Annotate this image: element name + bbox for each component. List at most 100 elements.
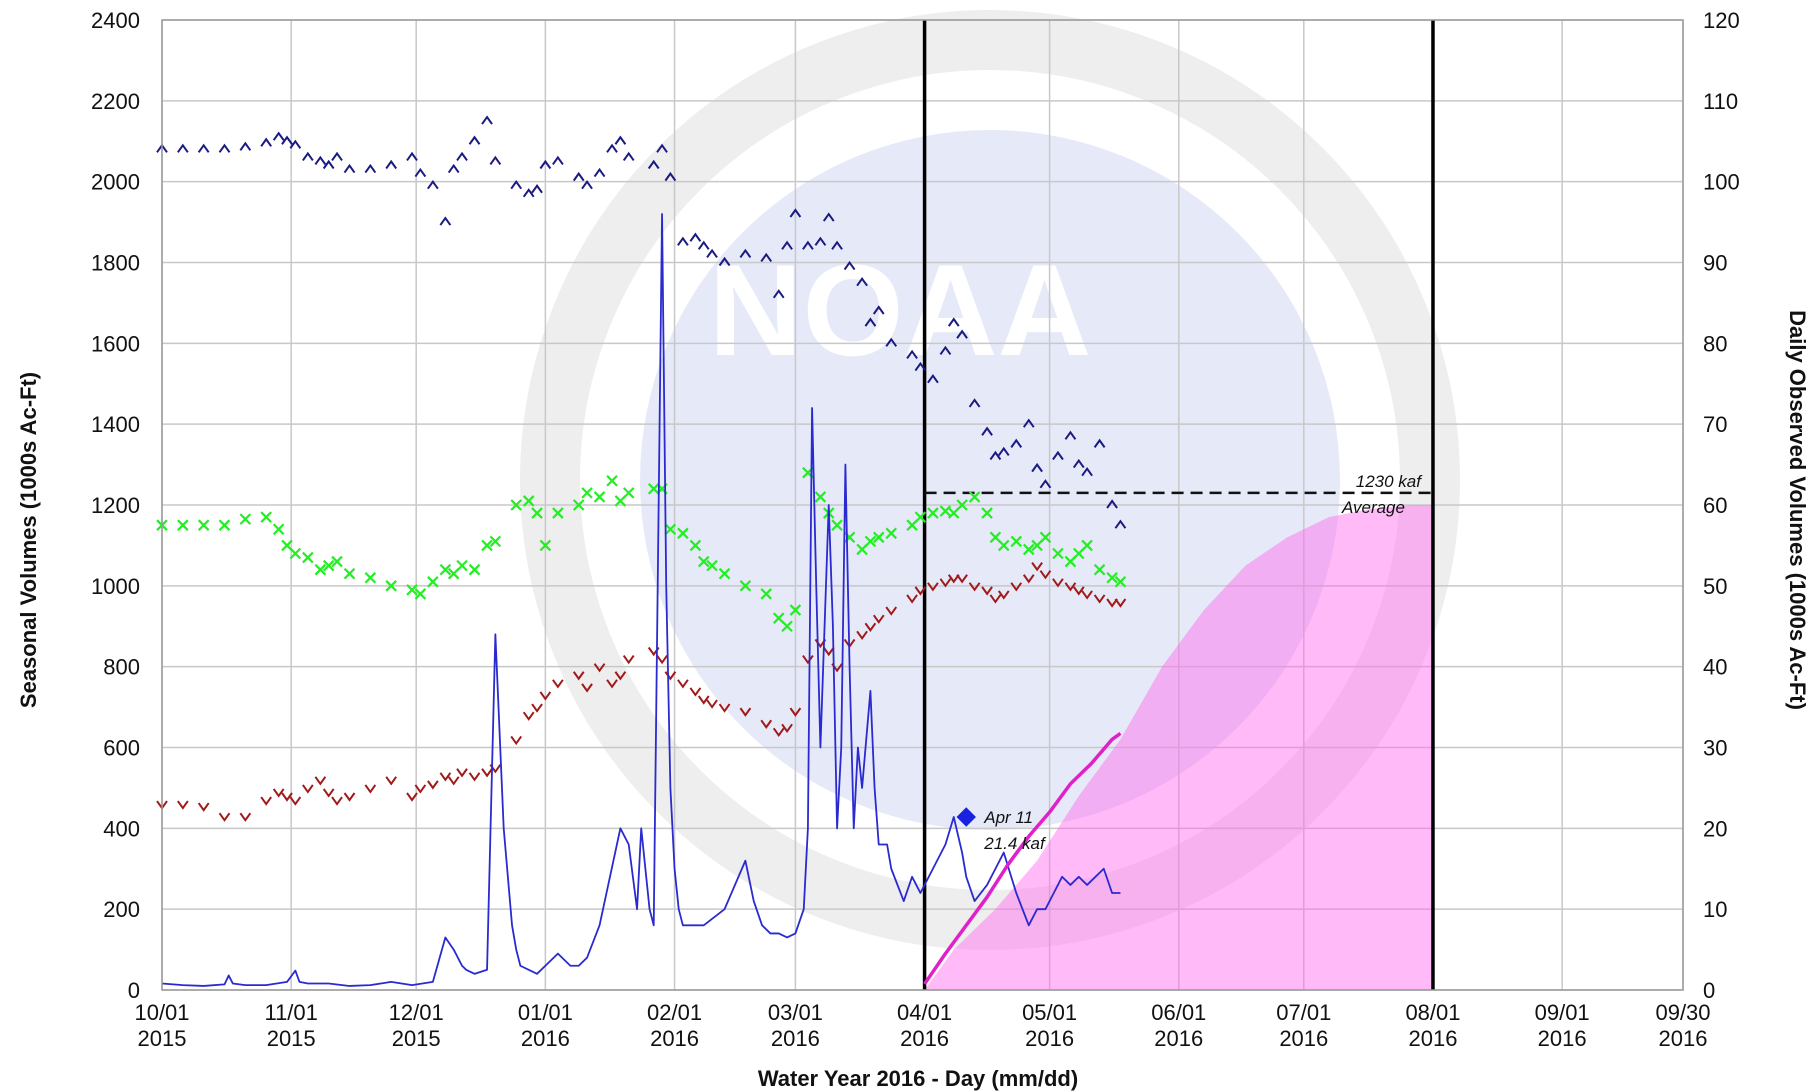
y-left-tick-label: 600	[103, 736, 140, 761]
seasonal-mid-point	[760, 588, 773, 600]
x-tick-label-year: 2016	[1659, 1026, 1708, 1051]
seasonal-mid-point	[302, 551, 314, 564]
y-right-tick-label: 110	[1703, 89, 1738, 114]
seasonal-max-point	[872, 305, 885, 315]
seasonal-max-point	[1052, 450, 1064, 461]
seasonal-max-point	[539, 159, 552, 170]
x-tick-label-date: 09/01	[1535, 1000, 1590, 1025]
seasonal-max-point	[522, 188, 535, 198]
seasonal-max-point	[385, 159, 398, 170]
forecast-range-area	[924, 505, 1433, 990]
seasonal-max-point	[697, 240, 710, 250]
seasonal-max-point	[510, 179, 523, 190]
seasonal-mid-point	[385, 580, 397, 592]
seasonal-min-point	[302, 784, 314, 794]
seasonal-max-point	[927, 373, 939, 384]
seasonal-min-point	[439, 772, 452, 782]
seasonal-min-point	[572, 671, 585, 681]
seasonal-mid-point	[697, 555, 710, 568]
plot-frame	[161, 19, 1684, 991]
peak-marker	[956, 807, 976, 827]
x-tick-label-date: 08/01	[1405, 1000, 1460, 1025]
seasonal-min-point	[427, 780, 439, 790]
x-tick-label-date: 03/01	[768, 1000, 823, 1025]
y-left-tick-label: 400	[103, 816, 140, 841]
seasonal-min-point	[802, 655, 814, 665]
seasonal-max-point	[1072, 458, 1085, 469]
seasonal-max-point	[956, 329, 968, 339]
seasonal-max-point	[906, 349, 918, 360]
seasonal-max-point	[831, 240, 843, 250]
seasonal-max-point	[581, 179, 593, 190]
seasonal-max-point	[622, 151, 635, 161]
seasonal-max-point	[177, 143, 189, 153]
average-label: Average	[1341, 498, 1405, 517]
seasonal-min-point	[822, 646, 835, 657]
seasonal-min-point	[385, 776, 398, 786]
seasonal-max-point	[885, 337, 898, 347]
peak-value-label: 21.4 kaf	[983, 834, 1047, 853]
seasonal-max-point	[302, 151, 314, 161]
seasonal-mid-point	[814, 491, 827, 503]
seasonal-min-point	[606, 679, 618, 689]
seasonal-min-point	[281, 792, 293, 802]
seasonal-max-point	[1010, 438, 1023, 448]
seasonal-mid-point	[522, 495, 535, 507]
seasonal-mid-point	[872, 531, 885, 544]
y-right-tick-label: 30	[1703, 736, 1727, 761]
y-left-tick-label: 1800	[91, 251, 140, 276]
y-axis-left-title: Seasonal Volumes (1000s Ac-Ft)	[16, 372, 41, 708]
x-tick-label-date: 01/01	[518, 1000, 573, 1025]
seasonal-max-point	[289, 139, 302, 149]
seasonal-mid-point	[427, 576, 439, 588]
seasonal-mid-point	[706, 559, 718, 572]
seasonal-mid-point	[1022, 543, 1035, 556]
seasonal-min-point	[927, 582, 939, 592]
seasonal-max-point	[489, 155, 502, 166]
annotations: Apr 11 21.4 kaf	[956, 807, 1047, 853]
seasonal-max-point	[447, 163, 460, 174]
y-left-tick-label: 200	[103, 897, 140, 922]
seasonal-min-point	[1081, 590, 1093, 600]
seasonal-mid-point	[343, 567, 356, 580]
seasonal-min-point	[239, 812, 252, 822]
seasonal-min-point	[1072, 586, 1085, 596]
vertical-markers	[922, 20, 1435, 990]
seasonal-min-point	[622, 655, 635, 665]
x-tick-label-date: 10/01	[134, 1000, 189, 1025]
axes	[161, 19, 1684, 991]
forecast-median-line	[923, 731, 1122, 985]
seasonal-min-point	[739, 707, 752, 717]
forecast-area	[924, 505, 1433, 990]
seasonal-max-point	[314, 155, 327, 166]
seasonal-min-point	[593, 663, 606, 673]
x-tick-label-year: 2016	[650, 1026, 699, 1051]
seasonal-mid-point	[439, 563, 452, 576]
seasonal-max-point	[718, 256, 731, 267]
y-left-tick-label: 1000	[91, 574, 140, 599]
seasonal-mid-point	[981, 507, 993, 519]
seasonal-min-point	[914, 586, 927, 596]
seasonal-max-point	[939, 345, 952, 355]
seasonal-max-point	[218, 143, 231, 153]
seasonal-max-point	[914, 361, 927, 372]
seasonal-mid-point	[572, 499, 585, 511]
seasonal-mid-point	[481, 539, 493, 552]
x-tick-label-year: 2016	[1025, 1026, 1074, 1051]
seasonal-min-point	[314, 776, 327, 786]
seasonal-mid-point	[718, 567, 731, 580]
seasonal-min-point	[364, 784, 377, 794]
seasonal-min-point	[581, 683, 593, 693]
seasonal-max-point	[706, 248, 718, 258]
seasonal-max-point	[1114, 519, 1127, 529]
seasonal-min-point	[956, 574, 968, 584]
seasonal-min-point	[539, 691, 552, 701]
seasonal-mid-point	[997, 539, 1010, 552]
seasonal-max-point	[606, 143, 618, 153]
seasonal-max-point	[864, 317, 877, 327]
seasonal-max-point	[322, 159, 335, 170]
x-tick-label-date: 05/01	[1022, 1000, 1077, 1025]
seasonal-max-point	[572, 171, 585, 182]
y-left-tick-label: 2400	[91, 8, 140, 33]
